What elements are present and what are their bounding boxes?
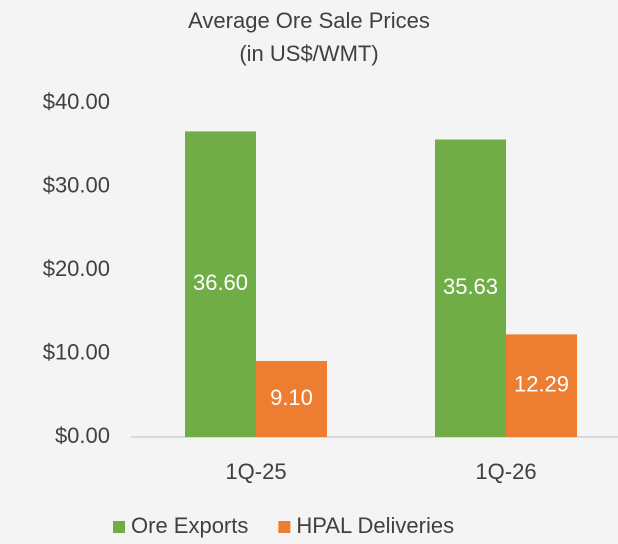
data-label: 9.10 <box>270 385 313 410</box>
y-tick-label: $30.00 <box>43 172 110 197</box>
x-tick-label: 1Q-25 <box>225 459 286 484</box>
x-tick-label: 1Q-26 <box>475 459 536 484</box>
legend-swatch <box>278 521 291 533</box>
chart-title: Average Ore Sale Prices <box>188 8 430 33</box>
chart-subtitle: (in US$/WMT) <box>239 41 378 66</box>
bar <box>256 361 327 437</box>
legend-label: Ore Exports <box>131 513 248 538</box>
data-label: 35.63 <box>443 274 498 299</box>
data-label: 36.60 <box>193 270 248 295</box>
legend-swatch <box>113 521 125 533</box>
y-tick-label: $10.00 <box>43 339 110 364</box>
y-tick-label: $0.00 <box>55 423 110 448</box>
y-tick-label: $20.00 <box>43 256 110 281</box>
bar <box>185 131 256 437</box>
legend-label: HPAL Deliveries <box>296 513 454 538</box>
y-tick-label: $40.00 <box>43 89 110 114</box>
bar <box>435 139 506 437</box>
data-label: 12.29 <box>514 372 569 397</box>
bar <box>506 334 577 437</box>
